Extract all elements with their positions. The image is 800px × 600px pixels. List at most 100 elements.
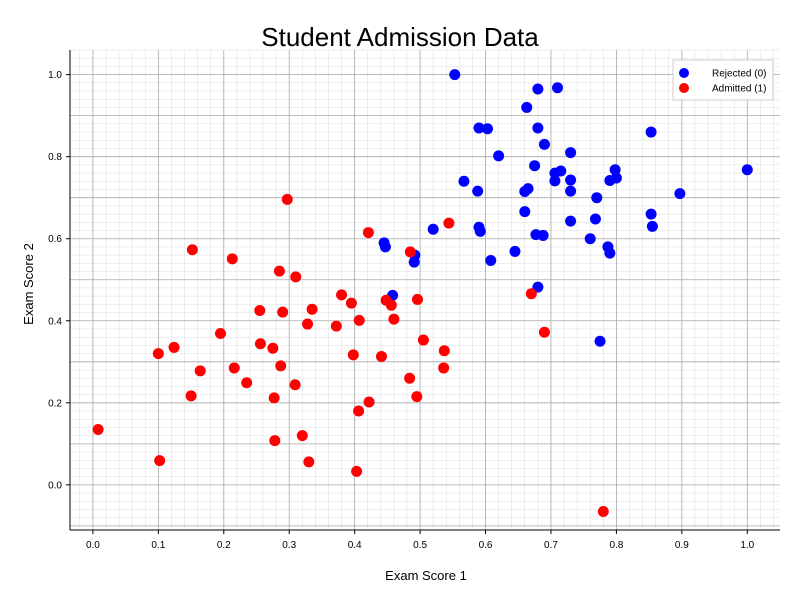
- x-tick-label: 0.9: [675, 540, 689, 551]
- y-tick-label: 0.2: [48, 398, 62, 409]
- admitted-point: [154, 455, 165, 466]
- admitted-point: [269, 392, 280, 403]
- rejected-point: [591, 192, 602, 203]
- admitted-point: [275, 360, 286, 371]
- rejected-point: [521, 102, 532, 113]
- rejected-point: [538, 230, 549, 241]
- rejected-point: [647, 221, 658, 232]
- y-tick-label: 0.6: [48, 234, 62, 245]
- admitted-point: [195, 365, 206, 376]
- rejected-point: [565, 175, 576, 186]
- admitted-point: [405, 246, 416, 257]
- admitted-point: [215, 328, 226, 339]
- y-axis-ticks: 0.0 0.2 0.4 0.6 0.8 1.0: [48, 70, 70, 491]
- admitted-point: [438, 362, 449, 373]
- rejected-point: [565, 147, 576, 158]
- admitted-point: [353, 406, 364, 417]
- x-tick-label: 0.5: [413, 540, 427, 551]
- y-tick-label: 0.4: [48, 316, 62, 327]
- rejected-point: [565, 186, 576, 197]
- admitted-point: [274, 266, 285, 277]
- admitted-point: [443, 218, 454, 229]
- rejected-point: [509, 246, 520, 257]
- admitted-point: [526, 288, 537, 299]
- admitted-point: [254, 305, 265, 316]
- x-tick-label: 0.8: [609, 540, 623, 551]
- admitted-point: [282, 194, 293, 205]
- admitted-point: [351, 466, 362, 477]
- rejected-point: [485, 255, 496, 266]
- admitted-point: [411, 391, 422, 402]
- x-tick-label: 0.7: [544, 540, 558, 551]
- admitted-point: [227, 253, 238, 264]
- legend: Rejected (0) Admitted (1): [673, 60, 773, 100]
- rejected-point: [529, 160, 540, 171]
- rejected-point: [590, 214, 601, 225]
- admitted-point: [346, 298, 357, 309]
- admitted-point: [290, 271, 301, 282]
- admitted-point: [386, 300, 397, 311]
- rejected-point: [604, 248, 615, 259]
- admitted-point: [267, 343, 278, 354]
- rejected-point: [539, 139, 550, 150]
- admitted-point: [169, 342, 180, 353]
- rejected-point: [532, 83, 543, 94]
- legend-entry-label: Admitted (1): [712, 84, 766, 95]
- admitted-point: [539, 327, 550, 338]
- admitted-point: [404, 373, 415, 384]
- admitted-point: [241, 377, 252, 388]
- legend-marker: [679, 83, 689, 93]
- rejected-point: [646, 209, 657, 220]
- admitted-point: [269, 435, 280, 446]
- admitted-point: [331, 321, 342, 332]
- admitted-point: [388, 314, 399, 325]
- admitted-point: [418, 335, 429, 346]
- admitted-point: [354, 315, 365, 326]
- admitted-point: [290, 379, 301, 390]
- y-axis-label: Exam Score 2: [21, 243, 36, 325]
- axes: [70, 50, 780, 530]
- rejected-point: [532, 122, 543, 133]
- x-tick-label: 0.4: [348, 540, 362, 551]
- chart-title: Student Admission Data: [261, 22, 539, 52]
- admitted-point: [186, 390, 197, 401]
- rejected-point: [519, 206, 530, 217]
- rejected-point: [493, 150, 504, 161]
- rejected-point: [555, 166, 566, 177]
- rejected-point: [380, 241, 391, 252]
- rejected-point: [449, 69, 460, 80]
- admitted-point: [93, 424, 104, 435]
- admitted-point: [229, 362, 240, 373]
- x-tick-label: 0.3: [282, 540, 296, 551]
- admitted-point: [336, 289, 347, 300]
- x-tick-label: 0.0: [86, 540, 100, 551]
- rejected-point: [519, 186, 530, 197]
- rejected-point: [565, 216, 576, 227]
- x-tick-label: 1.0: [740, 540, 754, 551]
- x-axis-label: Exam Score 1: [385, 568, 467, 583]
- minor-grid: [70, 50, 780, 530]
- admitted-point: [302, 319, 313, 330]
- rejected-point: [475, 226, 486, 237]
- admitted-point: [376, 351, 387, 362]
- rejected-point: [458, 176, 469, 187]
- admitted-point: [412, 294, 423, 305]
- rejected-point: [552, 82, 563, 93]
- admitted-point: [303, 456, 314, 467]
- rejected-point: [646, 127, 657, 138]
- legend-marker: [679, 68, 689, 78]
- admitted-point: [363, 227, 374, 238]
- data-points: [93, 69, 753, 517]
- admitted-point: [439, 345, 450, 356]
- x-tick-label: 0.1: [151, 540, 165, 551]
- x-tick-label: 0.6: [479, 540, 493, 551]
- admitted-point: [153, 348, 164, 359]
- rejected-point: [472, 186, 483, 197]
- admitted-point: [307, 304, 318, 315]
- major-grid: [70, 50, 780, 530]
- admitted-point: [364, 397, 375, 408]
- rejected-point: [428, 224, 439, 235]
- admitted-point: [255, 338, 266, 349]
- rejected-point: [585, 233, 596, 244]
